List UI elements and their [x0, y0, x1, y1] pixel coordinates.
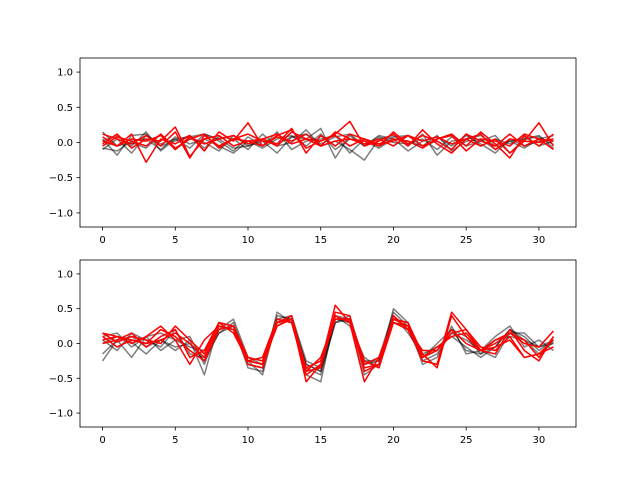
x-tick-label: 25 — [460, 435, 473, 446]
x-tick-label: 5 — [172, 435, 178, 446]
x-tick-label: 25 — [460, 235, 473, 246]
x-tick-label: 20 — [387, 235, 400, 246]
top-subplot: 0 5 10 15 20 25 30 −1.0 −0.5 0.0 0.5 1.0 — [49, 57, 577, 246]
red-series-line-10 — [102, 131, 554, 152]
bottom-subplot: 0 5 10 15 20 25 30 −1.0 −0.5 0.0 0.5 1.0 — [49, 259, 577, 446]
y-tick-label: 0.0 — [57, 138, 73, 149]
gray-series-line-5 — [102, 314, 554, 373]
x-tick-label: 5 — [172, 235, 178, 246]
y-tick-label: 1.0 — [57, 269, 73, 280]
y-tick-label: −1.0 — [49, 409, 73, 420]
x-tick-label: 10 — [242, 435, 255, 446]
x-tick-label: 15 — [314, 435, 327, 446]
x-tick-label: 20 — [387, 435, 400, 446]
y-tick-label: −0.5 — [49, 374, 73, 385]
y-tick-label: 0.0 — [57, 339, 73, 350]
y-tick-label: −0.5 — [49, 173, 73, 184]
x-tick-label: 30 — [533, 235, 546, 246]
series-group — [101, 304, 555, 383]
red-series-line-8 — [102, 127, 554, 159]
x-tick-label: 0 — [99, 435, 105, 446]
y-tick-label: 1.0 — [57, 68, 73, 79]
series-group — [101, 120, 555, 163]
x-tick-label: 10 — [242, 235, 255, 246]
y-tick-label: −1.0 — [49, 208, 73, 219]
x-tick-label: 0 — [99, 235, 105, 246]
x-tick-label: 30 — [533, 435, 546, 446]
y-tick-label: 0.5 — [57, 304, 73, 315]
y-tick-label: 0.5 — [57, 103, 73, 114]
red-series-line-10 — [102, 318, 554, 373]
x-tick-label: 15 — [314, 235, 327, 246]
red-series-line-6 — [102, 304, 554, 383]
